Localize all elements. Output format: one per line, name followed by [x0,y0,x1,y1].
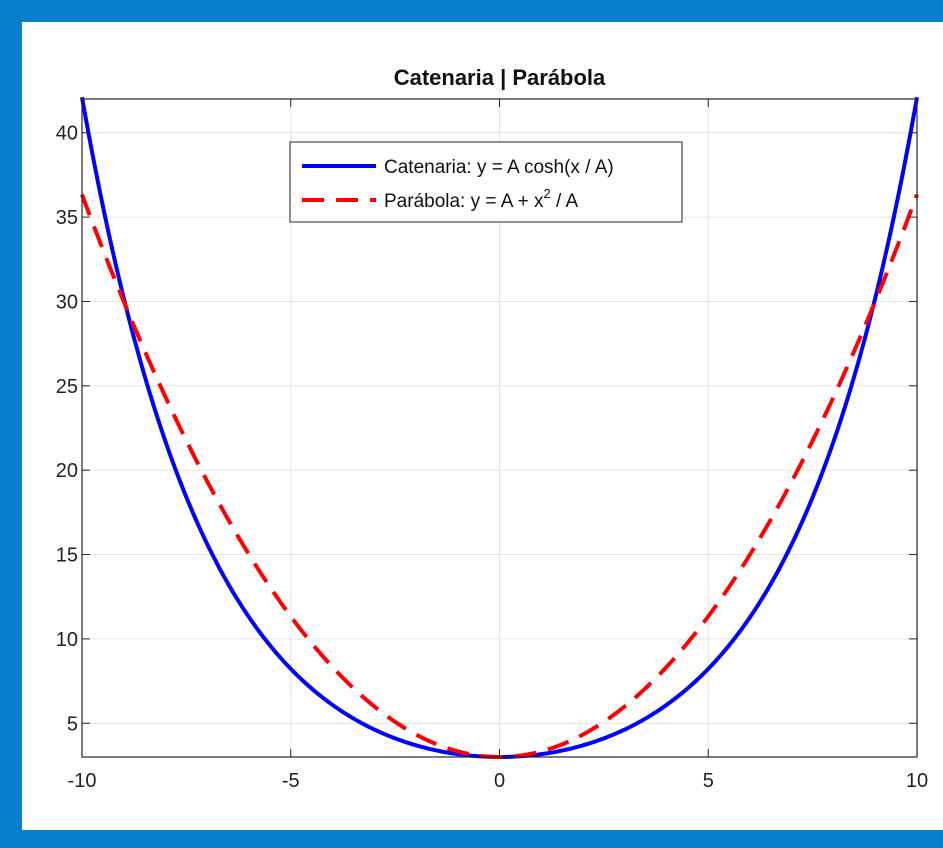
chart-svg: -10 -5 0 5 10 5 10 15 20 25 30 35 40 Catenaria | Par… [56,65,928,792]
y-tick-label: 35 [56,207,78,229]
y-tick-label: 30 [56,291,78,313]
legend: Catenaria: y = A cosh(x / A) Parábola: y … [289,141,683,223]
legend-label-parabola: Parábola: y = A + x2 / A [384,186,579,212]
legend-box [289,141,683,223]
y-tick-label: 25 [56,376,78,398]
x-tick-label: -10 [68,770,97,792]
x-tick-label: 10 [906,770,928,792]
tick-layer: -10 -5 0 5 10 5 10 15 20 25 30 35 40 [56,99,928,792]
x-tick-label: 5 [703,770,714,792]
chart-title: Catenaria | Parábola [394,65,606,90]
x-tick-label: -5 [282,770,300,792]
figure-frame: -10 -5 0 5 10 5 10 15 20 25 30 35 40 Catenaria | Par… [22,22,943,830]
y-tick-label: 10 [56,629,78,651]
y-tick-label: 5 [67,713,78,735]
y-tick-label: 15 [56,545,78,567]
y-tick-label: 40 [56,123,78,145]
y-tick-label: 20 [56,460,78,482]
x-tick-label: 0 [494,770,505,792]
legend-label-catenaria: Catenaria: y = A cosh(x / A) [384,157,614,178]
